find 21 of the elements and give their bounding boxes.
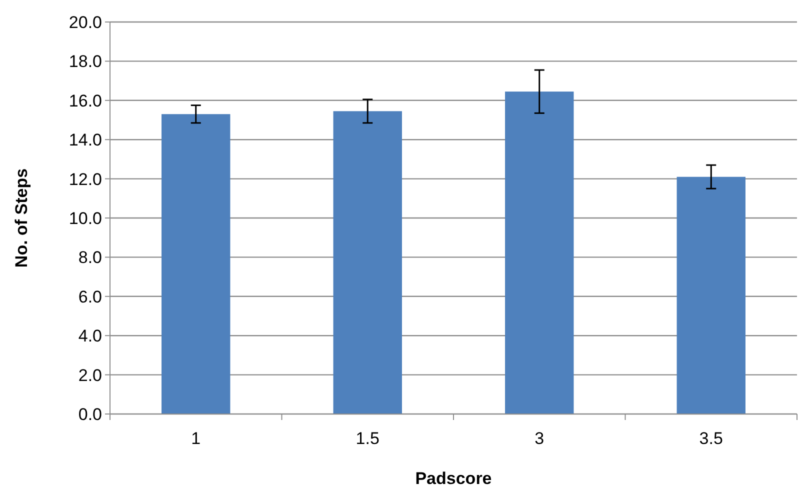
y-axis-title: No. of Steps (12, 168, 31, 268)
x-axis-title: Padscore (415, 469, 492, 488)
y-tick-label: 10.0 (68, 208, 102, 228)
y-tick-label: 14.0 (68, 130, 102, 150)
y-tick-label: 2.0 (78, 366, 102, 385)
y-tick-label: 0.0 (78, 404, 102, 424)
bar (676, 176, 746, 414)
x-tick-label: 1 (191, 429, 201, 448)
bar (505, 92, 574, 414)
y-tick-label: 4.0 (78, 326, 102, 346)
y-tick-label: 6.0 (78, 287, 102, 306)
x-tick-label: 3 (534, 429, 544, 448)
y-tick-label: 18.0 (68, 52, 102, 72)
y-tick-label: 16.0 (68, 91, 102, 110)
y-tick-label: 8.0 (78, 248, 102, 268)
y-tick-label: 12.0 (68, 170, 102, 189)
bar (162, 114, 230, 414)
bar (333, 111, 402, 414)
y-tick-label: 20.0 (68, 12, 102, 32)
x-tick-label: 3.5 (699, 429, 723, 448)
x-tick-label: 1.5 (356, 429, 380, 448)
